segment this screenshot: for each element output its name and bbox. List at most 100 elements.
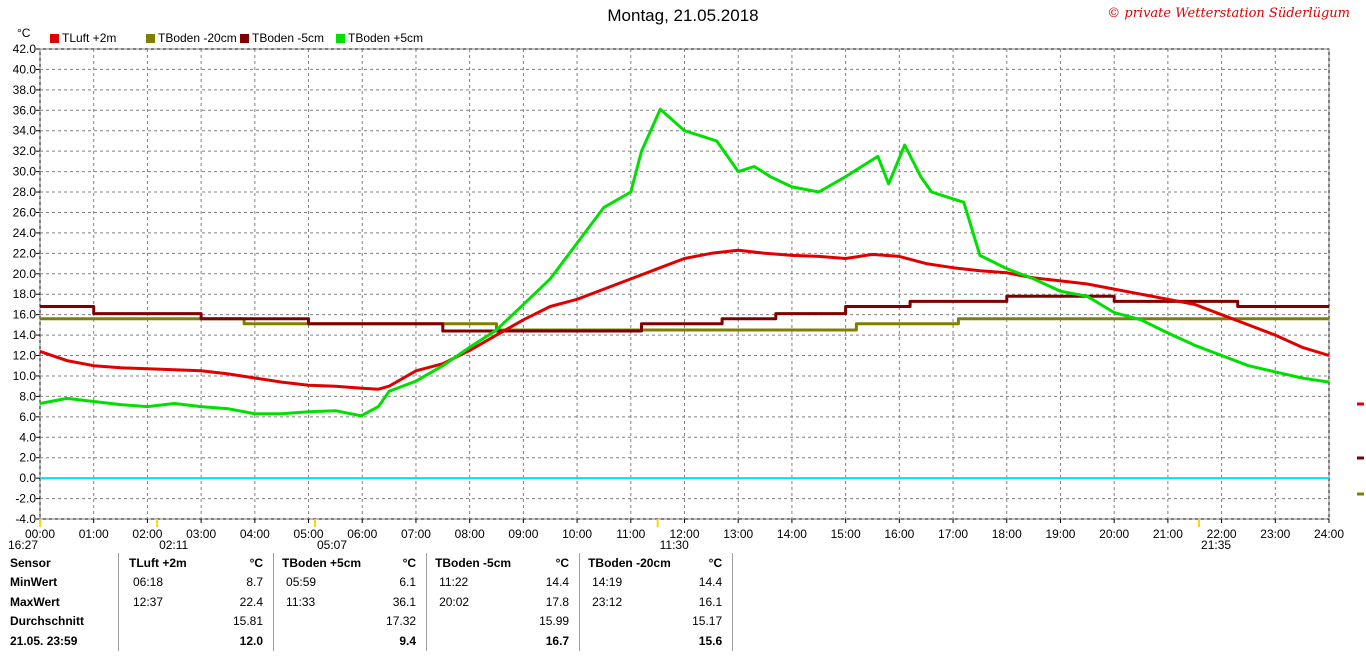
panel-3-max: 16.1 (698, 594, 723, 609)
legend-label: TBoden -20cm (158, 31, 237, 45)
y-tick-label: 40.0 (13, 62, 37, 76)
y-tick-label: 22.0 (13, 246, 37, 260)
panel-2-unit: °C (555, 555, 570, 570)
x-tick-label: 15:00 (831, 527, 861, 541)
x-tick-label: 14:00 (777, 527, 807, 541)
y-tick-label: 28.0 (13, 185, 37, 199)
panel-3-max-time: 23:12 (579, 592, 693, 612)
panel-0-unit: °C (249, 555, 264, 570)
y-axis-unit: °C (17, 26, 31, 40)
panel-1-max-time: 11:33 (273, 592, 387, 612)
legend-item-tluft: TLuft +2m (50, 31, 116, 45)
panel-2-avg: 15.99 (539, 614, 570, 629)
row-label-max: MaxWert (10, 594, 60, 609)
panel-1-min: 6.1 (399, 575, 417, 590)
page-title: Montag, 21.05.2018 (607, 6, 759, 25)
panel-3-unit: °C (708, 555, 723, 570)
series-line (39, 248, 1330, 391)
panel-1-avg: 17.32 (386, 614, 417, 629)
y-tick-label: 26.0 (13, 205, 37, 219)
x-tick-label: 07:00 (401, 527, 431, 541)
y-tick-label: -4.0 (15, 512, 36, 526)
x-tick-label: 16:00 (884, 527, 914, 541)
panel-3-name: TBoden -20cm (579, 553, 693, 573)
panel-3-min: 14.4 (698, 575, 723, 590)
y-tick-label: 24.0 (13, 226, 37, 240)
x-tick-label: 12:00 (669, 527, 699, 541)
panel-0-max: 22.4 (239, 594, 264, 609)
x-tick-label: 08:00 (455, 527, 485, 541)
marker-time-label: 05:07 (317, 538, 347, 552)
y-tick-label: 10.0 (13, 369, 37, 383)
legend-item-tboden-20: TBoden -20cm (146, 31, 237, 45)
marker-time-label: 11:30 (660, 538, 689, 552)
y-tick-label: 14.0 (13, 328, 37, 342)
x-tick-label: 10:00 (562, 527, 592, 541)
panel-3-current: 15.6 (698, 633, 723, 648)
y-tick-label: 6.0 (19, 410, 36, 424)
panel-2-max-time: 20:02 (426, 592, 540, 612)
panel-0-avg: 15.81 (233, 614, 264, 629)
marker-time-label: 16:27 (8, 538, 38, 552)
panel-0-min: 8.7 (246, 575, 264, 590)
x-tick-label: 23:00 (1260, 527, 1290, 541)
x-tick-label: 00:00 (25, 527, 55, 541)
legend-swatch-icon (336, 34, 345, 43)
x-tick-label: 03:00 (186, 527, 216, 541)
panel-2-current: 16.7 (545, 633, 570, 648)
x-tick-label: 09:00 (508, 527, 538, 541)
y-tick-label: 4.0 (19, 430, 36, 444)
y-tick-label: 32.0 (13, 144, 37, 158)
copyright-notice: © private Wetterstation Süderlügum (1107, 6, 1350, 21)
panel-3-avg: 15.17 (692, 614, 723, 629)
panel-2-name: TBoden -5cm (426, 553, 540, 573)
y-tick-label: 12.0 (13, 349, 37, 363)
x-tick-label: 20:00 (1099, 527, 1129, 541)
row-label-avg: Durchschnitt (10, 614, 85, 629)
y-tick-label: 2.0 (19, 451, 36, 465)
y-tick-label: 34.0 (13, 124, 37, 138)
panel-2-min-time: 11:22 (426, 572, 540, 592)
series-line (40, 294, 1329, 333)
legend-label: TBoden -5cm (252, 31, 325, 45)
series-line (39, 107, 1330, 418)
legend-swatch-icon (240, 34, 249, 43)
legend-item-tboden-plus5: TBoden +5cm (336, 31, 423, 45)
x-tick-label: 01:00 (79, 527, 109, 541)
y-tick-label: 42.0 (13, 42, 37, 56)
panel-0-name: TLuft +2m (118, 553, 233, 573)
stats-table: Sensor TLuft +2m °C TBoden +5cm °C TBode… (0, 553, 744, 651)
panel-0-max-time: 12:37 (118, 592, 233, 612)
row-label-min: MinWert (10, 575, 58, 590)
x-tick-label: 21:00 (1153, 527, 1183, 541)
x-tick-label: 06:00 (347, 527, 377, 541)
row-label-current: 21.05. 23:59 (10, 633, 78, 648)
y-tick-label: 8.0 (19, 389, 36, 403)
legend-label: TLuft +2m (62, 31, 117, 45)
panel-1-name: TBoden +5cm (273, 553, 387, 573)
panel-1-current: 9.4 (399, 633, 417, 648)
legend-swatch-icon (50, 34, 59, 43)
y-tick-label: 0.0 (19, 471, 36, 485)
sensor-header: Sensor (10, 555, 51, 570)
legend-label: TBoden +5cm (348, 31, 424, 45)
panel-0-min-time: 06:18 (118, 572, 233, 592)
y-tick-label: 38.0 (13, 83, 37, 97)
y-tick-label: -2.0 (15, 492, 36, 506)
panel-1-max: 36.1 (392, 594, 417, 609)
x-tick-label: 17:00 (938, 527, 968, 541)
x-tick-label: 18:00 (992, 527, 1022, 541)
x-tick-label: 02:00 (132, 527, 162, 541)
marker-time-label: 02:11 (159, 538, 188, 552)
x-tick-label: 05:00 (294, 527, 324, 541)
x-tick-label: 11:00 (616, 527, 645, 541)
y-tick-label: 20.0 (13, 267, 37, 281)
panel-2-min: 14.4 (545, 575, 570, 590)
x-tick-label: 13:00 (723, 527, 753, 541)
panel-1-min-time: 05:59 (273, 572, 387, 592)
panel-0-current: 12.0 (239, 633, 264, 648)
legend-item-tboden-5: TBoden -5cm (240, 31, 324, 45)
x-tick-label: 22:00 (1207, 527, 1237, 541)
x-tick-label: 04:00 (240, 527, 270, 541)
